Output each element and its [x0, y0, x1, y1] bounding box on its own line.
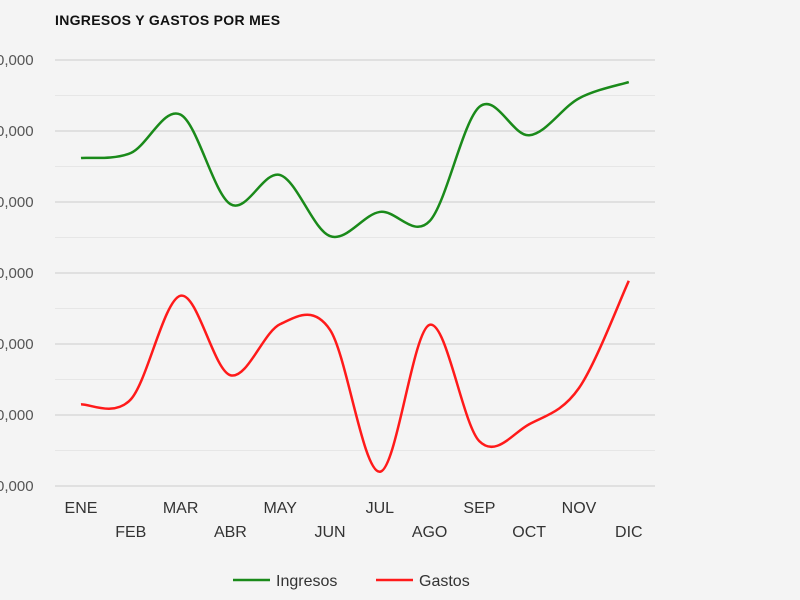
x-tick-label: SEP [463, 500, 495, 517]
y-tick-label: 0,000 [0, 478, 34, 495]
series-line-gastos [80, 280, 630, 474]
x-tick-label: NOV [562, 500, 597, 517]
x-tick-label: MAY [263, 500, 297, 517]
x-tick-label: ENE [65, 500, 98, 517]
x-tick-label: ABR [214, 524, 247, 541]
series-line-ingresos [80, 80, 630, 239]
x-tick-label: MAR [163, 500, 199, 517]
y-tick-label: 0,000 [0, 407, 34, 424]
y-tick-label: 0,000 [0, 52, 34, 69]
x-tick-label: OCT [512, 524, 546, 541]
x-tick-label: FEB [115, 524, 146, 541]
legend-label: Gastos [419, 573, 470, 590]
x-tick-label: AGO [412, 524, 448, 541]
x-tick-label: JUN [314, 524, 345, 541]
legend-label: Ingresos [276, 573, 337, 590]
y-tick-label: 0,000 [0, 336, 34, 353]
chart-title: INGRESOS Y GASTOS POR MES [55, 12, 281, 28]
y-tick-label: 0,000 [0, 194, 34, 211]
x-tick-label: DIC [615, 524, 643, 541]
y-tick-label: 0,000 [0, 123, 34, 140]
x-tick-label: JUL [366, 500, 395, 517]
y-tick-label: 0,000 [0, 265, 34, 282]
